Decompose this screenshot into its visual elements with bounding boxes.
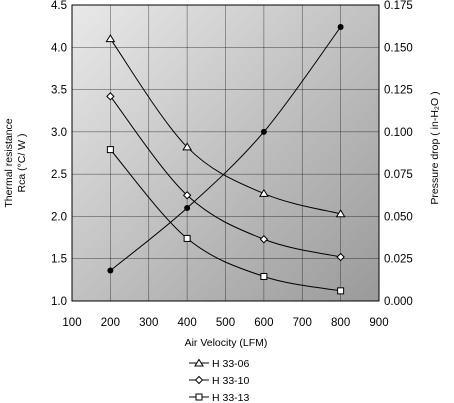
series-line-1 <box>109 38 341 215</box>
data-point-diamond <box>106 92 115 101</box>
data-point-circle <box>107 267 114 274</box>
y-right-tick-label: 0.050 <box>384 211 413 223</box>
data-point-diamond <box>259 235 269 244</box>
legend-label-h33-06: H 33-06 <box>212 358 250 370</box>
series-line-4 <box>110 26 342 271</box>
x-tick-label: 800 <box>331 317 350 329</box>
data-point-diamond <box>336 252 345 262</box>
x-tick-label: 700 <box>293 317 312 329</box>
y-left-tick-label: 2.5 <box>51 169 67 181</box>
data-point-circle <box>337 23 344 30</box>
data-point-square <box>106 146 114 154</box>
data-point-triangle <box>105 34 116 43</box>
data-point-triangle <box>258 188 269 197</box>
y-right-tick-label: 0.175 <box>384 0 413 12</box>
data-point-square <box>260 272 268 280</box>
x-axis-label: Air Velocity (LFM) <box>185 337 268 349</box>
legend: H 33-06 H 33-10 H 33-13 <box>189 358 250 403</box>
legend-label-h33-13: H 33-13 <box>212 392 250 403</box>
y-left-tick-label: 2.0 <box>51 211 67 223</box>
data-point-diamond <box>182 191 192 200</box>
x-tick-label: 100 <box>62 317 81 329</box>
y-left-tick-label: 3.0 <box>51 127 67 139</box>
legend-diamond-marker <box>194 375 204 385</box>
data-point-square <box>337 287 345 295</box>
x-tick-label: 400 <box>178 317 197 329</box>
y-right-tick-label: 0.000 <box>384 296 413 308</box>
legend-item-h33-06: H 33-06 <box>189 358 250 370</box>
legend-triangle-marker <box>194 358 204 367</box>
series-line-2 <box>109 96 341 258</box>
y-left-label-line2: Rca (°C/ W ) <box>16 133 28 192</box>
data-point-triangle <box>182 142 193 151</box>
y-left-tick-label: 1.5 <box>51 254 67 266</box>
y-left-tick-label: 4.5 <box>51 0 67 12</box>
y-right-tick-label: 0.100 <box>384 127 413 139</box>
y-left-tick-label: 1.0 <box>51 296 67 308</box>
x-tick-label: 900 <box>369 317 388 329</box>
data-point-square <box>183 234 191 242</box>
y-right-tick-label: 0.075 <box>384 169 413 181</box>
y-left-label-line1: Thermal resistance <box>3 118 15 207</box>
y-right-tick-label: 0.025 <box>384 254 413 266</box>
legend-item-h33-13: H 33-13 <box>189 392 250 403</box>
data-point-triangle <box>335 209 346 218</box>
legend-square-marker <box>195 393 203 401</box>
y-left-tick-label: 4.0 <box>51 42 67 54</box>
y-right-tick-label: 0.150 <box>384 42 413 54</box>
series-group <box>105 23 346 295</box>
y-left-tick-label: 3.5 <box>51 85 67 97</box>
tick-labels: 100 200 300 400 500 600 700 800 900 1.0 1.5 2.0 2.5 3… <box>51 0 413 329</box>
x-tick-label: 600 <box>254 317 273 329</box>
data-point-circle <box>184 204 191 211</box>
legend-item-h33-10: H 33-10 <box>189 375 250 387</box>
y-right-label: Pressure drop ( in-H₂O ) <box>429 91 441 204</box>
x-tick-label: 500 <box>216 317 235 329</box>
y-right-tick-label: 0.125 <box>384 85 413 97</box>
data-point-circle <box>260 128 267 135</box>
series-line-3 <box>109 149 341 292</box>
legend-label-h33-10: H 33-10 <box>212 375 250 387</box>
plot-frame <box>71 4 380 302</box>
x-tick-label: 200 <box>101 317 120 329</box>
x-tick-label: 300 <box>139 317 158 329</box>
